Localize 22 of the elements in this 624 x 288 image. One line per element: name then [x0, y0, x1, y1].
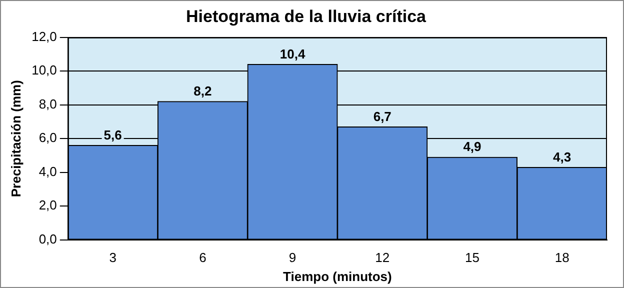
data-label: 5,6: [104, 127, 122, 142]
data-label: 4,9: [463, 139, 482, 154]
x-tick-label: 15: [464, 250, 480, 266]
y-tick-label: 10,0: [32, 62, 57, 78]
y-tick-label: 8,0: [38, 96, 57, 112]
x-tick-label: 3: [109, 250, 116, 266]
data-label: 10,4: [280, 46, 306, 62]
x-tick-label: 6: [199, 250, 206, 266]
y-tick-label: 12,0: [32, 28, 57, 44]
y-axis-title: Precipitación (mm): [8, 80, 24, 198]
y-tick-label: 0,0: [38, 231, 57, 246]
data-label: 4,3: [553, 149, 572, 164]
y-tick-label: 6,0: [38, 130, 57, 146]
x-axis-title: Tiempo (minutos): [283, 268, 392, 284]
x-tick-label: 18: [554, 250, 570, 266]
chart-title: Hietograma de la lluvia crítica: [186, 6, 427, 26]
y-tick-label: 2,0: [38, 198, 57, 213]
x-tick-label: 9: [288, 250, 296, 266]
data-label: 8,2: [194, 84, 212, 99]
y-tick-label: 4,0: [38, 164, 57, 179]
x-tick-label: 12: [375, 250, 390, 266]
data-label: 6,7: [373, 108, 392, 124]
